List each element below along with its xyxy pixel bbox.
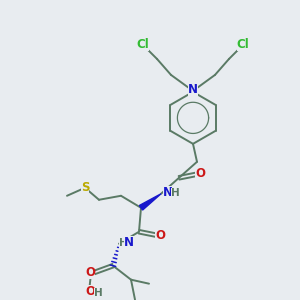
Text: H: H (94, 288, 102, 298)
Text: H: H (118, 238, 127, 248)
Text: H: H (171, 188, 179, 198)
Text: Cl: Cl (136, 38, 149, 51)
Text: Cl: Cl (237, 38, 249, 51)
Text: O: O (155, 229, 165, 242)
Text: O: O (85, 285, 95, 298)
Text: S: S (81, 181, 89, 194)
Text: N: N (188, 83, 198, 96)
Polygon shape (140, 194, 161, 210)
Text: N: N (124, 236, 134, 249)
Text: O: O (195, 167, 205, 180)
Text: N: N (163, 186, 173, 199)
Text: O: O (85, 266, 95, 279)
